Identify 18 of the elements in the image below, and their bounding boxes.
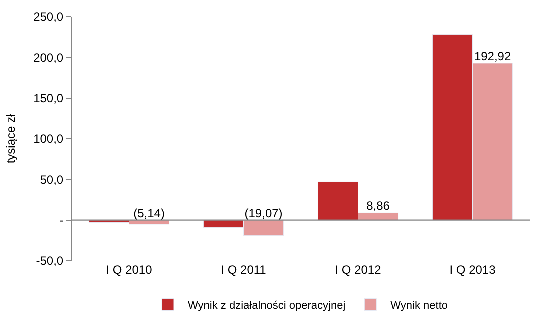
x-tick-label: I Q 2011 bbox=[221, 263, 267, 277]
legend-label: Wynik z działalności operacyjnej bbox=[188, 300, 346, 312]
y-tick-label: 150,0 bbox=[34, 92, 64, 106]
legend-label: Wynik netto bbox=[390, 300, 448, 312]
data-label: (5,14) bbox=[134, 206, 165, 220]
x-tick-label: I Q 2013 bbox=[450, 263, 496, 277]
data-label: 8,86 bbox=[366, 199, 390, 214]
data-label: 192,92 bbox=[474, 49, 512, 64]
data-label: (19,07) bbox=[244, 206, 283, 220]
y-tick-label: -50,0 bbox=[36, 254, 64, 268]
y-tick-label: - bbox=[60, 214, 64, 228]
y-tick-label: 100,0 bbox=[34, 132, 64, 146]
y-tick-label: 250,0 bbox=[34, 10, 64, 24]
y-axis-title: tysiące zł bbox=[4, 114, 18, 164]
x-tick-label: I Q 2012 bbox=[335, 263, 382, 277]
x-tick-label: I Q 2010 bbox=[106, 263, 153, 277]
y-tick-label: 200,0 bbox=[34, 50, 64, 65]
y-tick-label: 50,0 bbox=[40, 172, 64, 187]
